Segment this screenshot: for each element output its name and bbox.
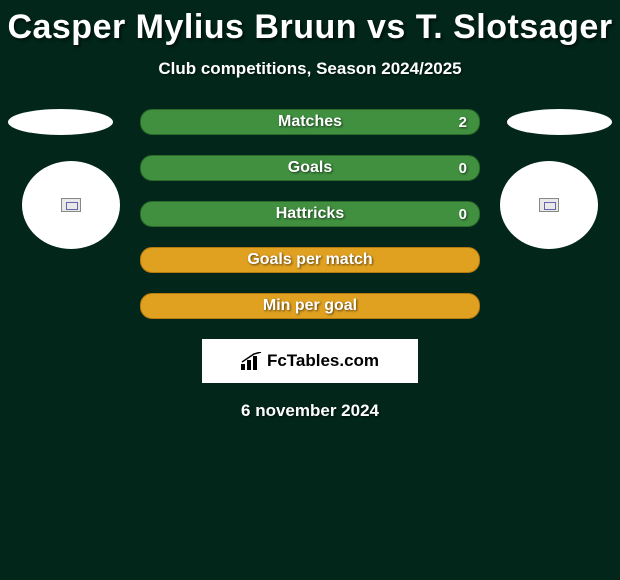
stat-label: Goals <box>288 159 332 177</box>
stat-label: Min per goal <box>263 297 357 315</box>
stat-label: Goals per match <box>247 251 372 269</box>
comparison-content: Matches 2 Goals 0 Hattricks 0 Goals per … <box>0 109 620 421</box>
player1-avatar <box>22 161 120 249</box>
player2-avatar <box>500 161 598 249</box>
stat-value-right: 0 <box>459 206 467 223</box>
stat-value-right: 0 <box>459 160 467 177</box>
brand-text: FcTables.com <box>267 351 379 371</box>
player2-name-ellipse <box>507 109 612 135</box>
stat-row-goals: Goals 0 <box>140 155 480 181</box>
page-title: Casper Mylius Bruun vs T. Slotsager <box>0 0 620 47</box>
stat-bars: Matches 2 Goals 0 Hattricks 0 Goals per … <box>140 109 480 319</box>
subtitle: Club competitions, Season 2024/2025 <box>0 59 620 79</box>
stat-label: Matches <box>278 113 342 131</box>
stat-row-goals-per-match: Goals per match <box>140 247 480 273</box>
chart-icon <box>241 352 263 370</box>
stat-label: Hattricks <box>276 205 344 223</box>
date-label: 6 november 2024 <box>0 401 620 421</box>
stat-value-right: 2 <box>459 114 467 131</box>
stat-row-matches: Matches 2 <box>140 109 480 135</box>
player1-flag-icon <box>61 198 81 212</box>
stat-row-hattricks: Hattricks 0 <box>140 201 480 227</box>
stat-row-min-per-goal: Min per goal <box>140 293 480 319</box>
brand-badge: FcTables.com <box>202 339 418 383</box>
player2-flag-icon <box>539 198 559 212</box>
player1-name-ellipse <box>8 109 113 135</box>
